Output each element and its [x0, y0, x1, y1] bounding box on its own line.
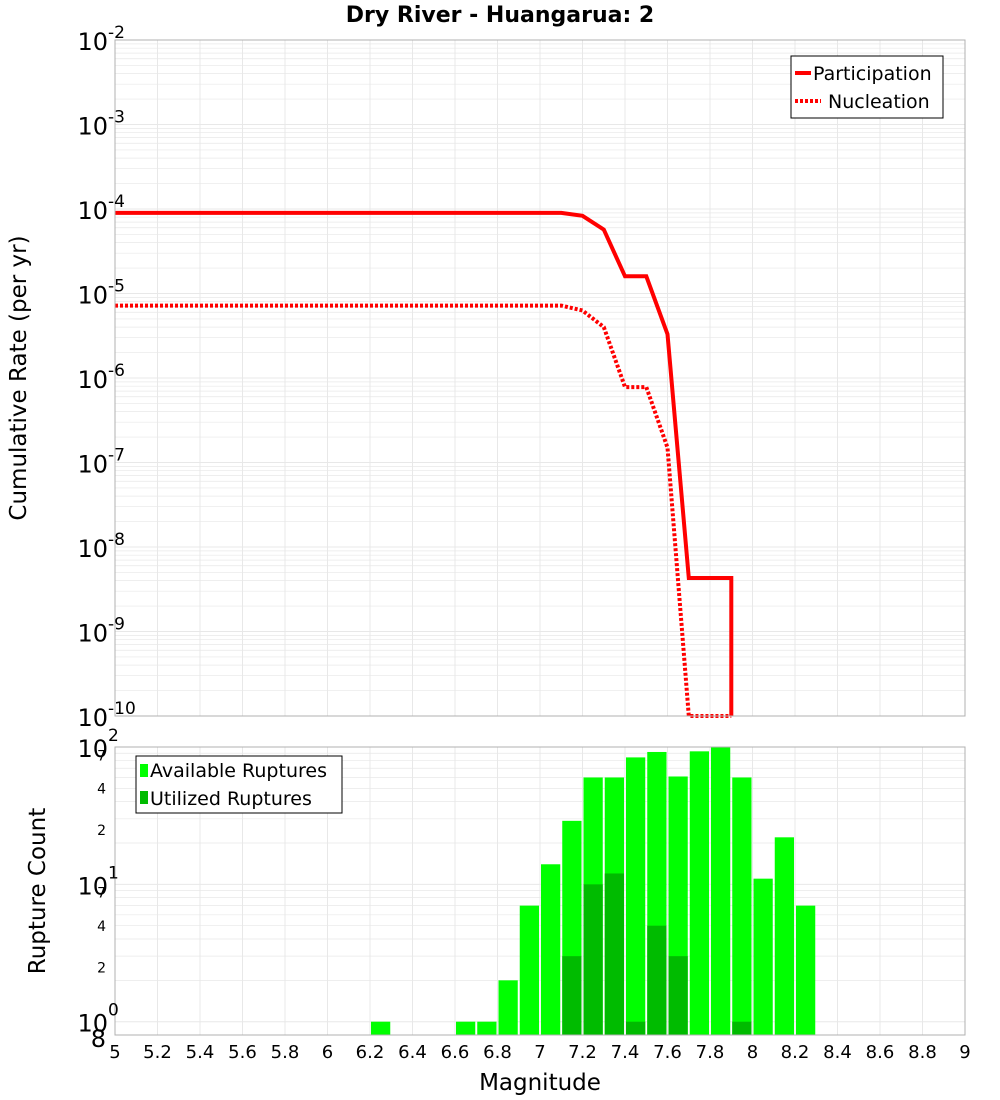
available-rupture-bar — [626, 757, 646, 1035]
top-y-tick-mantissa: 10 — [77, 282, 108, 310]
available-rupture-bar — [689, 751, 709, 1035]
rupture-bars — [371, 747, 816, 1035]
available-rupture-bar — [774, 837, 794, 1035]
top-y-tick-exponent: -8 — [108, 530, 125, 550]
available-rupture-bar — [732, 777, 752, 1035]
x-tick-label: 8.8 — [908, 1042, 937, 1063]
bottom-y-tick-mantissa: 10 — [77, 872, 108, 900]
legend-label-utilized: Utilized Ruptures — [150, 788, 312, 810]
bottom-y-minor-tick-label: 8 — [91, 1025, 106, 1053]
bottom-y-tick-mantissa: 10 — [77, 735, 108, 763]
top-y-tick-mantissa: 10 — [77, 704, 108, 732]
top-y-tick-mantissa: 10 — [77, 366, 108, 394]
available-rupture-bar — [477, 1021, 497, 1035]
available-rupture-bar — [498, 980, 518, 1035]
legend-label-available: Available Ruptures — [150, 760, 327, 782]
nucleation-line — [115, 303, 732, 718]
x-tick-label: 8 — [747, 1042, 758, 1063]
available-rupture-bar — [796, 905, 816, 1035]
utilized-rupture-bar — [562, 956, 582, 1035]
bottom-y-tick-mantissa: 10 — [77, 1010, 108, 1038]
utilized-rupture-bar — [604, 873, 624, 1035]
bottom-plot-frame — [114, 746, 966, 1036]
x-tick-label: 5.2 — [143, 1042, 172, 1063]
bottom-y-minor-tick-label: 2 — [97, 823, 106, 839]
top-y-tick-exponent: -9 — [108, 615, 125, 635]
top-y-tick-mantissa: 10 — [77, 113, 108, 141]
x-tick-label: 6.6 — [441, 1042, 470, 1063]
top-y-tick-mantissa: 10 — [77, 535, 108, 563]
x-tick-label: 5.4 — [186, 1042, 215, 1063]
utilized-rupture-bar — [668, 956, 688, 1035]
top-y-tick-exponent: -10 — [108, 699, 136, 719]
top-gridlines — [114, 40, 966, 717]
available-rupture-bar — [519, 905, 539, 1035]
x-tick-label: 7.2 — [568, 1042, 597, 1063]
legend-swatch-available — [140, 764, 148, 777]
top-y-tick-exponent: -2 — [108, 23, 125, 43]
x-tick-label: 7.4 — [611, 1042, 640, 1063]
x-tick-label: 8.2 — [781, 1042, 810, 1063]
top-y-tick-mantissa: 10 — [77, 620, 108, 648]
top-y-tick-mantissa: 10 — [77, 197, 108, 225]
x-tick-label: 9 — [959, 1042, 970, 1063]
top-y-tick-exponent: -4 — [108, 192, 125, 212]
bottom-y-minor-tick-label: 7 — [97, 886, 106, 902]
top-y-tick-exponent: -5 — [108, 277, 125, 297]
rate-series — [115, 210, 734, 718]
bottom-y-tick-exponent: 1 — [108, 863, 119, 883]
utilized-rupture-bar — [732, 1021, 752, 1035]
utilized-rupture-bar — [626, 1021, 646, 1035]
top-y-tick-mantissa: 10 — [77, 451, 108, 479]
available-rupture-bar — [456, 1021, 476, 1035]
x-tick-label: 7.8 — [696, 1042, 725, 1063]
x-tick-label: 6 — [322, 1042, 333, 1063]
bottom-y-minor-tick-label: 4 — [97, 782, 106, 798]
bottom-y-minor-tick-label: 2 — [97, 960, 106, 976]
top-y-tick-exponent: -3 — [108, 108, 125, 128]
bottom-y-minor-tick-label: 4 — [97, 919, 106, 935]
x-tick-label: 7 — [534, 1042, 545, 1063]
x-tick-label: 5.8 — [271, 1042, 300, 1063]
top-plot-frame — [114, 39, 966, 717]
top-y-axis-label: Cumulative Rate (per yr) — [6, 235, 32, 520]
x-tick-label: 6.8 — [483, 1042, 512, 1063]
legend-label-participation: Participation — [813, 63, 932, 85]
x-tick-label: 5.6 — [228, 1042, 257, 1063]
available-rupture-bar — [711, 747, 731, 1035]
top-legend-box — [790, 55, 944, 119]
bottom-y-tick-exponent: 2 — [108, 726, 119, 746]
bottom-legend-box — [135, 755, 343, 814]
utilized-rupture-bar — [647, 925, 667, 1035]
bottom-y-tick-exponent: 0 — [108, 1001, 119, 1021]
x-tick-label: 6.4 — [398, 1042, 427, 1063]
available-rupture-bar — [541, 864, 561, 1035]
x-tick-label: 6.2 — [356, 1042, 385, 1063]
participation-line — [115, 210, 734, 716]
available-rupture-bar — [753, 878, 773, 1035]
bottom-y-minor-tick-label: 7 — [97, 748, 106, 764]
utilized-rupture-bar — [583, 884, 603, 1035]
x-tick-label: 8.6 — [866, 1042, 895, 1063]
x-tick-labels: 5 5.2 5.4 5.6 5.8 6 6.2 6.4 6.6 6.8 7 7.2 7.4 7.6 7.8 8… — [109, 1042, 970, 1063]
bottom-legend: Available Ruptures Utilized Ruptures — [135, 755, 343, 814]
top-y-tick-mantissa: 10 — [77, 28, 108, 56]
chart-title: Dry River - Huangarua: 2 — [346, 3, 654, 28]
top-legend: Participation Nucleation — [790, 55, 944, 119]
bottom-y-axis-label: Rupture Count — [25, 808, 51, 974]
top-y-tick-exponent: -7 — [108, 446, 125, 466]
available-rupture-bar — [371, 1021, 391, 1035]
legend-swatch-utilized — [140, 791, 148, 804]
legend-label-nucleation: Nucleation — [828, 91, 930, 113]
x-tick-label: 5 — [109, 1042, 120, 1063]
top-y-tick-exponent: -6 — [108, 361, 125, 381]
x-tick-label: 7.6 — [653, 1042, 682, 1063]
x-axis-label: Magnitude — [479, 1070, 601, 1096]
x-tick-label: 8.4 — [823, 1042, 852, 1063]
